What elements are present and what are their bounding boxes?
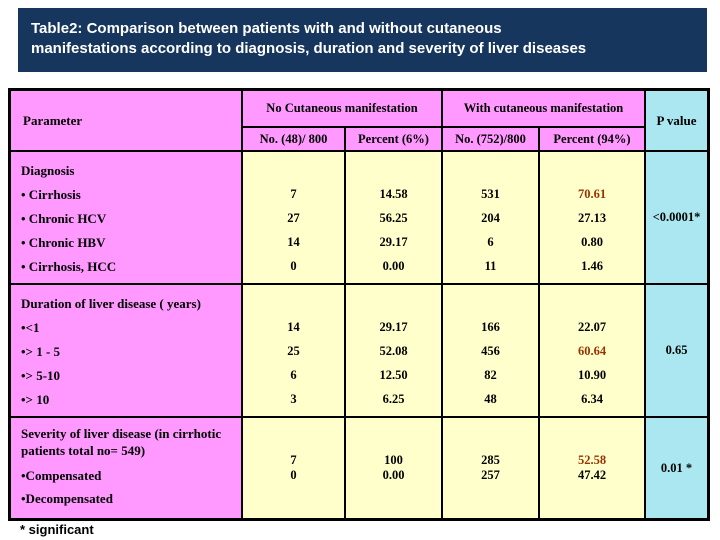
slide-title-line-2: manifestations according to diagnosis, d…: [31, 40, 587, 57]
duration-with-percent-cell: 22.07 60.64 10.90 6.34: [540, 285, 646, 418]
value: 7: [290, 187, 297, 201]
subheader-with-percent: Percent (94%): [540, 128, 646, 152]
section-title: Duration of liver disease ( years): [21, 296, 201, 311]
row-label-lt-1: •<1: [21, 320, 40, 335]
header-no-cutaneous-group: No Cutaneous manifestation: [243, 91, 443, 128]
value: 100: [384, 453, 403, 467]
value: 12.50: [379, 368, 408, 382]
value: 456: [481, 344, 500, 358]
value: 82: [484, 368, 497, 382]
value: 52.08: [379, 344, 408, 358]
subheader-with-count: No. (752)/800: [443, 128, 540, 152]
row-label-cirrhosis: • Cirrhosis: [21, 187, 81, 202]
value: 6: [290, 368, 297, 382]
diagnosis-with-percent-cell: 70.61 27.13 0.80 1.46: [540, 152, 646, 285]
value: 531: [481, 187, 500, 201]
value: 25: [287, 344, 300, 358]
section-title: Severity of liver disease (in cirrhotic …: [21, 426, 222, 458]
duration-no-percent-cell: 29.17 52.08 12.50 6.25: [346, 285, 443, 418]
slide-title-line-1: Table2: Comparison between patients with…: [31, 20, 502, 37]
significance-footnote: * significant: [20, 522, 94, 537]
value: 0: [290, 259, 297, 273]
severity-no-count-cell: 7 0: [243, 418, 346, 518]
diagnosis-with-count-cell: 531 204 6 11: [443, 152, 540, 285]
row-label-5-10: •> 5-10: [21, 368, 61, 383]
severity-p-value: 0.01 *: [646, 418, 707, 518]
comparison-table: Parameter No Cutaneous manifestation Wit…: [8, 88, 710, 521]
duration-with-count-cell: 166 456 82 48: [443, 285, 540, 418]
row-label-chronic-hbv: • Chronic HBV: [21, 235, 106, 250]
value: 27: [287, 211, 300, 225]
subheader-no-count: No. (48)/ 800: [243, 128, 346, 152]
row-label-gt-10: •> 10: [21, 392, 50, 407]
duration-no-count-cell: 14 25 6 3: [243, 285, 346, 418]
value: 11: [484, 259, 497, 273]
value: 14: [287, 320, 300, 334]
diagnosis-p-value: <0.0001*: [646, 152, 707, 285]
value-highlighted: 52.58: [577, 453, 607, 467]
value: 47.42: [577, 468, 607, 482]
value: 22.07: [577, 320, 607, 334]
value: 166: [481, 320, 500, 334]
section-title: Diagnosis: [21, 163, 75, 178]
diagnosis-no-percent-cell: 14.58 56.25 29.17 0.00: [346, 152, 443, 285]
value-highlighted: 70.61: [577, 187, 607, 201]
value: 7: [290, 453, 297, 467]
value: 0.80: [581, 235, 603, 249]
section-diagnosis-label: Diagnosis • Cirrhosis • Chronic HCV • Ch…: [11, 152, 243, 285]
slide-title-box: Table2: Comparison between patients with…: [18, 8, 707, 72]
value: 285: [481, 453, 500, 467]
row-label-1-5: •> 1 - 5: [21, 344, 61, 359]
value: 14.58: [379, 187, 408, 201]
value: 29.17: [379, 320, 408, 334]
severity-with-percent-cell: 52.58 47.42: [540, 418, 646, 518]
value: 56.25: [379, 211, 408, 225]
severity-with-count-cell: 285 257: [443, 418, 540, 518]
value: 0.00: [382, 259, 405, 273]
value: 6: [487, 235, 494, 249]
subheader-no-percent: Percent (6%): [346, 128, 443, 152]
value: 10.90: [577, 368, 607, 382]
row-label-chronic-hcv: • Chronic HCV: [21, 211, 107, 226]
value: 14: [287, 235, 300, 249]
section-duration-label: Duration of liver disease ( years) •<1 •…: [11, 285, 243, 418]
value: 1.46: [581, 259, 603, 273]
value: 204: [481, 211, 500, 225]
row-label-decompensated: •Decompensated: [21, 491, 113, 506]
severity-no-percent-cell: 100 0.00: [346, 418, 443, 518]
value: 48: [484, 392, 497, 406]
value: 6.34: [581, 392, 603, 406]
value: 29.17: [379, 235, 408, 249]
section-severity-label: Severity of liver disease (in cirrhotic …: [11, 418, 243, 518]
value: 0: [290, 468, 297, 482]
value: 27.13: [577, 211, 607, 225]
header-parameter: Parameter: [11, 91, 243, 152]
duration-p-value: 0.65: [646, 285, 707, 418]
value: 6.25: [382, 392, 405, 406]
header-p-value: P value: [646, 91, 707, 152]
diagnosis-no-count-cell: 7 27 14 0: [243, 152, 346, 285]
value: 0.00: [382, 468, 405, 482]
value: 3: [290, 392, 297, 406]
value-highlighted: 60.64: [577, 344, 607, 358]
row-label-compensated: •Compensated: [21, 468, 102, 483]
header-with-cutaneous-group: With cutaneous manifestation: [443, 91, 646, 128]
row-label-cirrhosis-hcc: • Cirrhosis, HCC: [21, 259, 117, 274]
value: 257: [481, 468, 500, 482]
